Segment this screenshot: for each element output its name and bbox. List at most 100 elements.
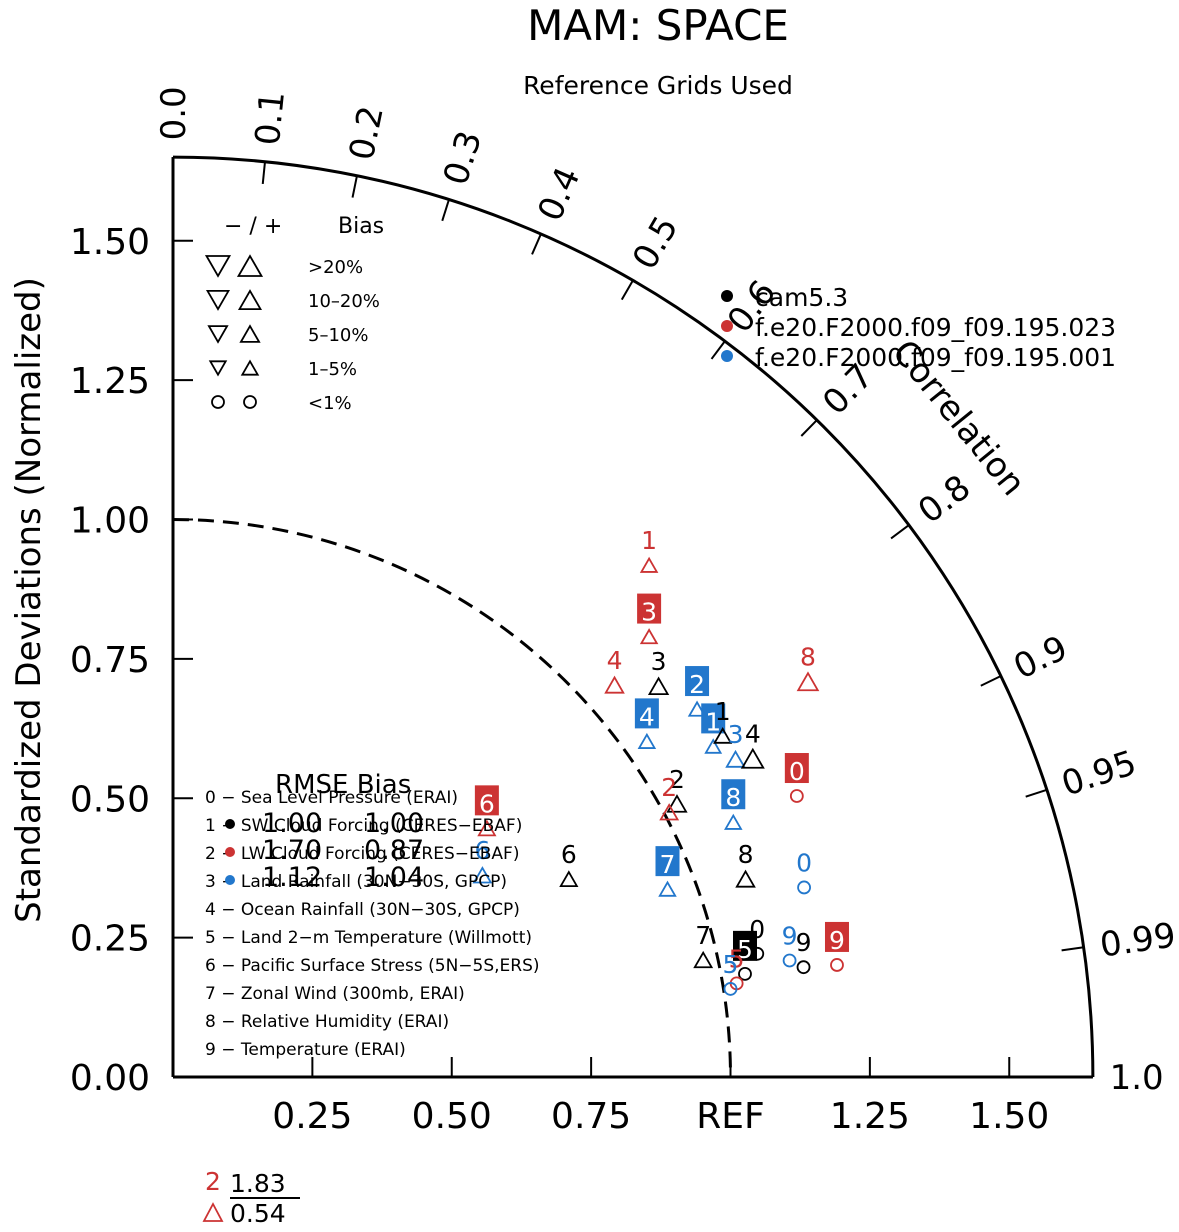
data-point-label: 0 — [796, 848, 812, 877]
variable-legend-series-dot — [225, 875, 235, 885]
data-point-label-box — [732, 930, 757, 961]
outer-arc — [172, 155, 1095, 1078]
corr-tick — [800, 419, 818, 437]
data-point-label: 4 — [639, 702, 655, 731]
data-point-circle — [797, 880, 811, 895]
bias-legend-label: <1% — [308, 393, 352, 414]
outlier-label: 2 — [205, 1167, 221, 1196]
data-point-triangle — [604, 675, 625, 694]
bias-legend-down-triangle — [207, 325, 229, 344]
data-point-label: 9 — [782, 921, 798, 950]
data-point-circle — [796, 960, 811, 975]
data-point-label-box — [721, 779, 746, 810]
corr-tick-label: 0.4 — [530, 161, 588, 227]
chart-title: MAM: SPACE — [527, 1, 789, 50]
data-point-triangle — [666, 794, 688, 813]
data-point-triangle — [796, 671, 820, 692]
corr-tick — [980, 675, 1002, 687]
data-point-label: 1 — [705, 707, 721, 736]
data-point-triangle — [639, 628, 659, 645]
data-point-triangle — [687, 700, 707, 717]
bias-legend-label: 10–20% — [308, 291, 380, 312]
reference-arc — [172, 518, 732, 1078]
corr-tick — [710, 340, 726, 360]
data-point-label-box — [701, 703, 726, 734]
series-legend-dot — [721, 290, 733, 302]
variable-legend-item: 9 − Temperature (ERAI) — [205, 1040, 406, 1060]
y-tick-label: 1.00 — [70, 501, 150, 542]
data-point-triangle — [659, 803, 680, 821]
corr-tick — [531, 233, 542, 255]
bias-legend-down-triangle — [204, 255, 232, 278]
variable-legend-series-dot — [225, 847, 235, 857]
outlier-corr-value: 0.54 — [230, 1199, 286, 1227]
data-point-triangle — [639, 556, 659, 573]
x-tick-label: 1.25 — [830, 1096, 910, 1137]
y-tick-label: 1.50 — [70, 222, 150, 263]
variable-legend-item: 7 − Zonal Wind (300mb, ERAI) — [205, 984, 465, 1004]
corr-tick — [620, 279, 634, 301]
data-point-label: 8 — [725, 783, 741, 812]
x-tick-label: 1.50 — [969, 1096, 1049, 1137]
data-point-label: 3 — [641, 598, 657, 627]
data-point-label: 8 — [800, 643, 816, 672]
data-point-triangle — [647, 676, 670, 695]
chart-subtitle: Reference Grids Used — [523, 71, 793, 100]
data-point-label: 6 — [479, 789, 495, 818]
corr-tick — [351, 175, 358, 198]
data-point-circle — [830, 958, 844, 972]
x-tick-label: REF — [696, 1096, 764, 1137]
corr-tick-label: 0.1 — [248, 89, 293, 147]
bias-legend-circle — [211, 395, 225, 409]
bias-legend-down-triangle — [205, 290, 231, 311]
data-point-triangle — [477, 819, 497, 837]
data-point-label-box — [685, 666, 710, 697]
bias-value: 1.04 — [364, 862, 424, 893]
corr-tick — [441, 199, 450, 222]
corr-tick — [1061, 946, 1084, 952]
data-point-triangle — [740, 747, 765, 769]
bias-legend-up-triangle — [240, 359, 260, 376]
data-point-label: 6 — [561, 840, 577, 869]
data-point-label-box — [474, 785, 499, 816]
y-tick-label: 0.50 — [70, 779, 150, 820]
data-point-triangle — [724, 813, 743, 830]
data-point-label: 8 — [738, 840, 754, 869]
bias-value: 1.00 — [364, 808, 424, 839]
data-point-label-box — [655, 846, 680, 877]
series-legend-dot — [721, 350, 733, 362]
data-point-circle — [782, 953, 797, 968]
data-point-triangle — [713, 727, 733, 744]
data-point-label: 3 — [728, 720, 744, 749]
data-point-label: 6 — [474, 836, 490, 865]
data-point-triangle — [559, 870, 579, 887]
x-tick-label: 0.25 — [272, 1096, 352, 1137]
data-point-circle — [789, 789, 804, 803]
bias-legend-circle — [243, 395, 257, 409]
corr-tick — [261, 161, 266, 185]
data-point-triangle — [693, 950, 714, 969]
data-point-label: 0 — [789, 757, 805, 786]
data-point-label-box — [634, 698, 659, 729]
data-point-label: 2 — [661, 773, 677, 802]
bias-legend-signs: − / + — [224, 214, 282, 239]
data-point-triangle — [637, 732, 657, 749]
data-point-label: 1 — [715, 697, 731, 726]
data-point-label: 5 — [729, 944, 745, 973]
variable-legend-series-dot — [225, 819, 235, 829]
corr-tick-label: 0.3 — [436, 126, 490, 190]
bias-value: 0.87 — [364, 835, 424, 866]
data-point-label: 7 — [660, 850, 676, 879]
variable-legend-item: 8 − Relative Humidity (ERAI) — [205, 1012, 449, 1032]
bias-legend-up-triangle — [237, 289, 263, 310]
rmse-bias-header: RMSE Bias — [275, 770, 411, 800]
y-axis-label: Standardized Deviations (Normalized) — [9, 277, 49, 923]
data-point-label: 4 — [745, 720, 761, 749]
outlier-triangle — [202, 1202, 224, 1222]
bias-legend-label: >20% — [308, 257, 363, 278]
bias-legend-header: Bias — [338, 214, 384, 239]
data-point-label-box — [637, 593, 662, 624]
y-tick-label: 1.25 — [70, 361, 150, 402]
